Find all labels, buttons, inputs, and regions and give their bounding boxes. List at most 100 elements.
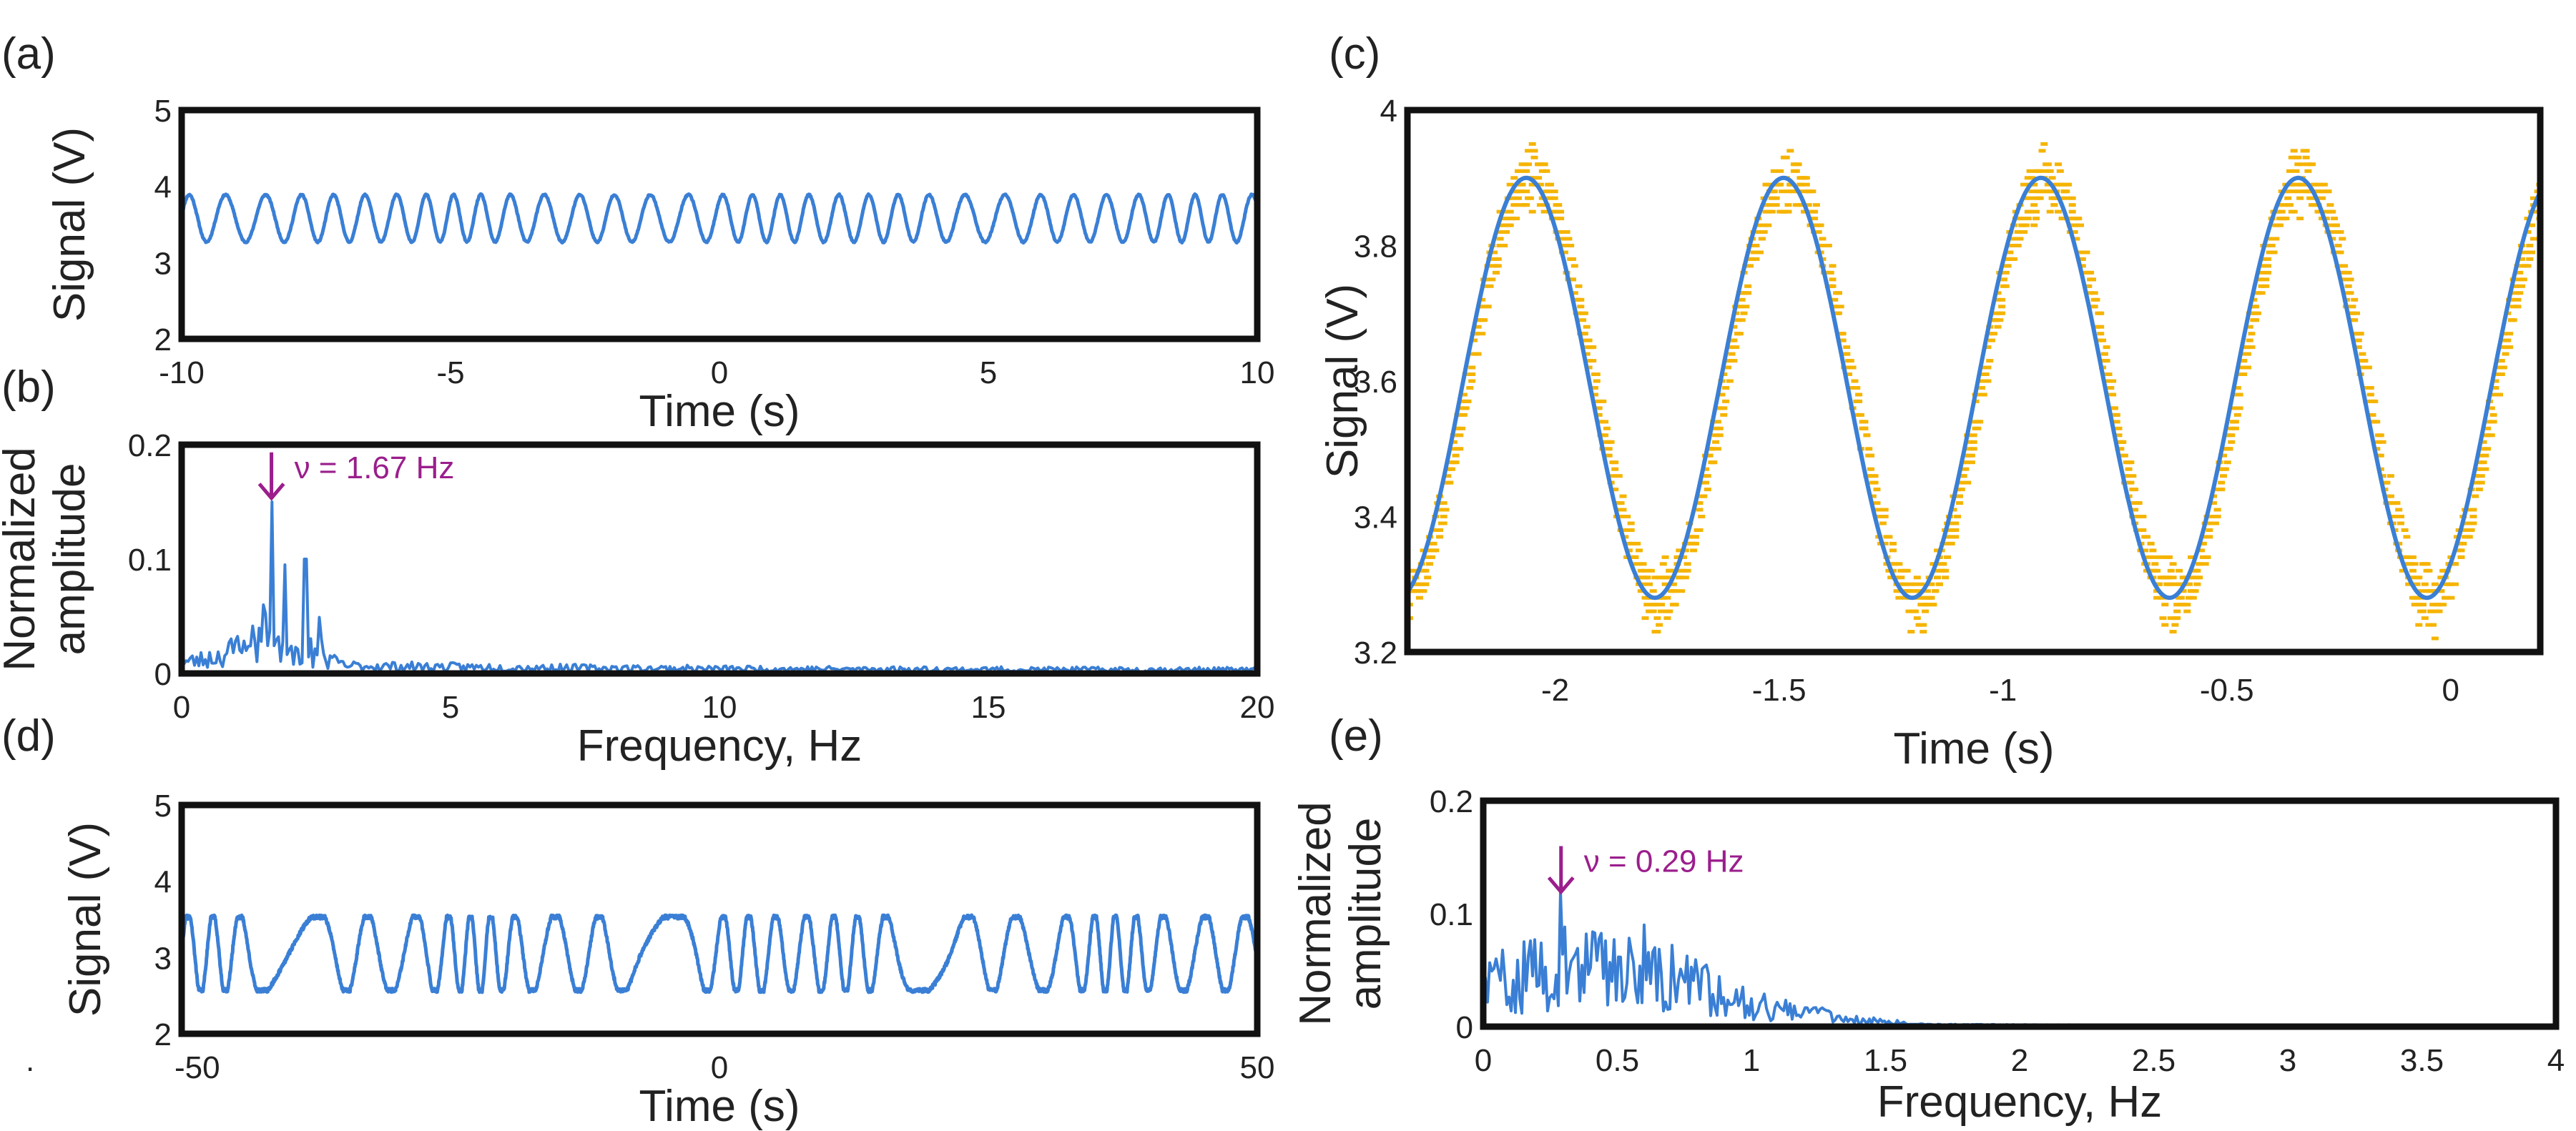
data-point	[2087, 270, 2095, 275]
data-point	[2319, 196, 2326, 200]
data-point	[1913, 616, 1921, 621]
data-point	[1641, 616, 1649, 621]
data-point	[1984, 365, 1992, 370]
data-point	[2056, 169, 2064, 173]
data-point	[1772, 196, 1780, 200]
data-point	[1565, 237, 1573, 241]
data-point	[1843, 345, 1851, 350]
data-point	[1621, 528, 1629, 532]
y-tick-label-d-1: 3	[154, 941, 172, 976]
data-point	[1523, 189, 1530, 194]
data-point	[1659, 596, 1667, 600]
panel-label-d: (d)	[1, 711, 56, 761]
data-point	[1875, 515, 1883, 518]
data-point	[1907, 630, 1915, 634]
data-point	[2477, 474, 2485, 478]
data-point	[1468, 365, 1476, 370]
data-point	[1934, 548, 1941, 553]
data-point	[1547, 196, 1554, 200]
data-point	[1536, 203, 1544, 207]
data-point	[2459, 541, 2467, 545]
data-point	[1779, 189, 1786, 194]
x-tick-label-e-0: 0	[1475, 1043, 1492, 1078]
data-point	[2243, 352, 2251, 356]
data-point	[1460, 392, 1468, 397]
data-point	[1839, 332, 1847, 336]
data-point	[1782, 155, 1790, 159]
data-point	[2457, 555, 2465, 559]
data-point	[1458, 399, 1466, 403]
data-point	[1440, 521, 1447, 525]
data-point	[2264, 270, 2271, 275]
data-point	[2028, 189, 2036, 194]
data-point	[2417, 589, 2425, 593]
data-point	[1952, 528, 1960, 532]
data-point	[2282, 217, 2290, 221]
data-point	[1583, 325, 1591, 329]
data-point	[1462, 406, 1470, 410]
data-point	[1575, 284, 1583, 288]
data-point	[1589, 359, 1597, 363]
series-line-a	[182, 192, 1257, 245]
data-point	[1893, 576, 1901, 580]
data-point	[2346, 291, 2354, 295]
data-point	[1720, 413, 1728, 417]
data-point	[2070, 230, 2078, 234]
data-point	[2218, 488, 2226, 492]
data-point	[2238, 365, 2246, 370]
data-point	[1557, 217, 1565, 221]
data-point	[2253, 311, 2261, 315]
data-point	[1901, 596, 1909, 600]
data-point	[1716, 406, 1724, 410]
x-tick-label-e-2: 1	[1743, 1043, 1760, 1078]
data-point	[1976, 420, 1984, 424]
chart-e: 0 0.5 1 1.5 2 2.5 3 3.5 4 0 0.1 0.2 Frequency, Hz Nor…	[1291, 784, 2565, 1127]
y-tick-label-c-4: 4	[1380, 94, 1397, 129]
data-point	[2169, 630, 2177, 634]
data-point	[2103, 345, 2110, 350]
data-point	[1570, 291, 1578, 295]
panel-label-e: (e)	[1329, 711, 1383, 761]
data-point	[2329, 209, 2336, 214]
data-point	[2499, 365, 2507, 370]
data-point	[2143, 535, 2150, 539]
y-tick-label-c-3: 3.8	[1354, 229, 1397, 265]
data-point	[2284, 196, 2292, 200]
data-point	[1466, 386, 1474, 390]
data-point	[2411, 562, 2419, 566]
data-point	[1681, 576, 1689, 580]
data-point	[1580, 311, 1588, 315]
data-point	[1550, 196, 1558, 200]
data-point	[1742, 305, 1750, 309]
data-point	[1651, 603, 1659, 607]
data-point	[1579, 318, 1587, 322]
data-point	[2157, 555, 2165, 559]
data-point	[2469, 508, 2477, 512]
y-axis-label-e-line-0: Normalized	[1291, 801, 1340, 1026]
data-point	[1550, 189, 1558, 194]
data-point	[1427, 555, 1435, 559]
data-point	[2322, 209, 2330, 214]
data-point	[2036, 169, 2044, 173]
data-point	[2016, 237, 2024, 241]
data-point	[2482, 467, 2489, 471]
x-tick-label-c-0: -2	[1541, 673, 1569, 708]
data-point	[1919, 623, 1927, 627]
data-point	[2379, 440, 2386, 444]
data-point	[1784, 203, 1792, 207]
data-point	[1480, 318, 1488, 322]
plot-area-c	[1407, 142, 2540, 641]
data-point	[2485, 420, 2493, 424]
data-point	[1934, 576, 1941, 580]
data-point	[2095, 338, 2103, 342]
data-point	[1513, 217, 1520, 221]
data-point	[2183, 603, 2191, 607]
data-point	[2423, 562, 2431, 566]
data-point	[1712, 426, 1720, 430]
data-point	[1490, 257, 1498, 261]
data-point	[2221, 467, 2229, 471]
data-point	[2266, 250, 2273, 255]
data-point	[1855, 399, 1863, 403]
data-point	[2218, 480, 2226, 485]
data-point	[2145, 555, 2153, 559]
